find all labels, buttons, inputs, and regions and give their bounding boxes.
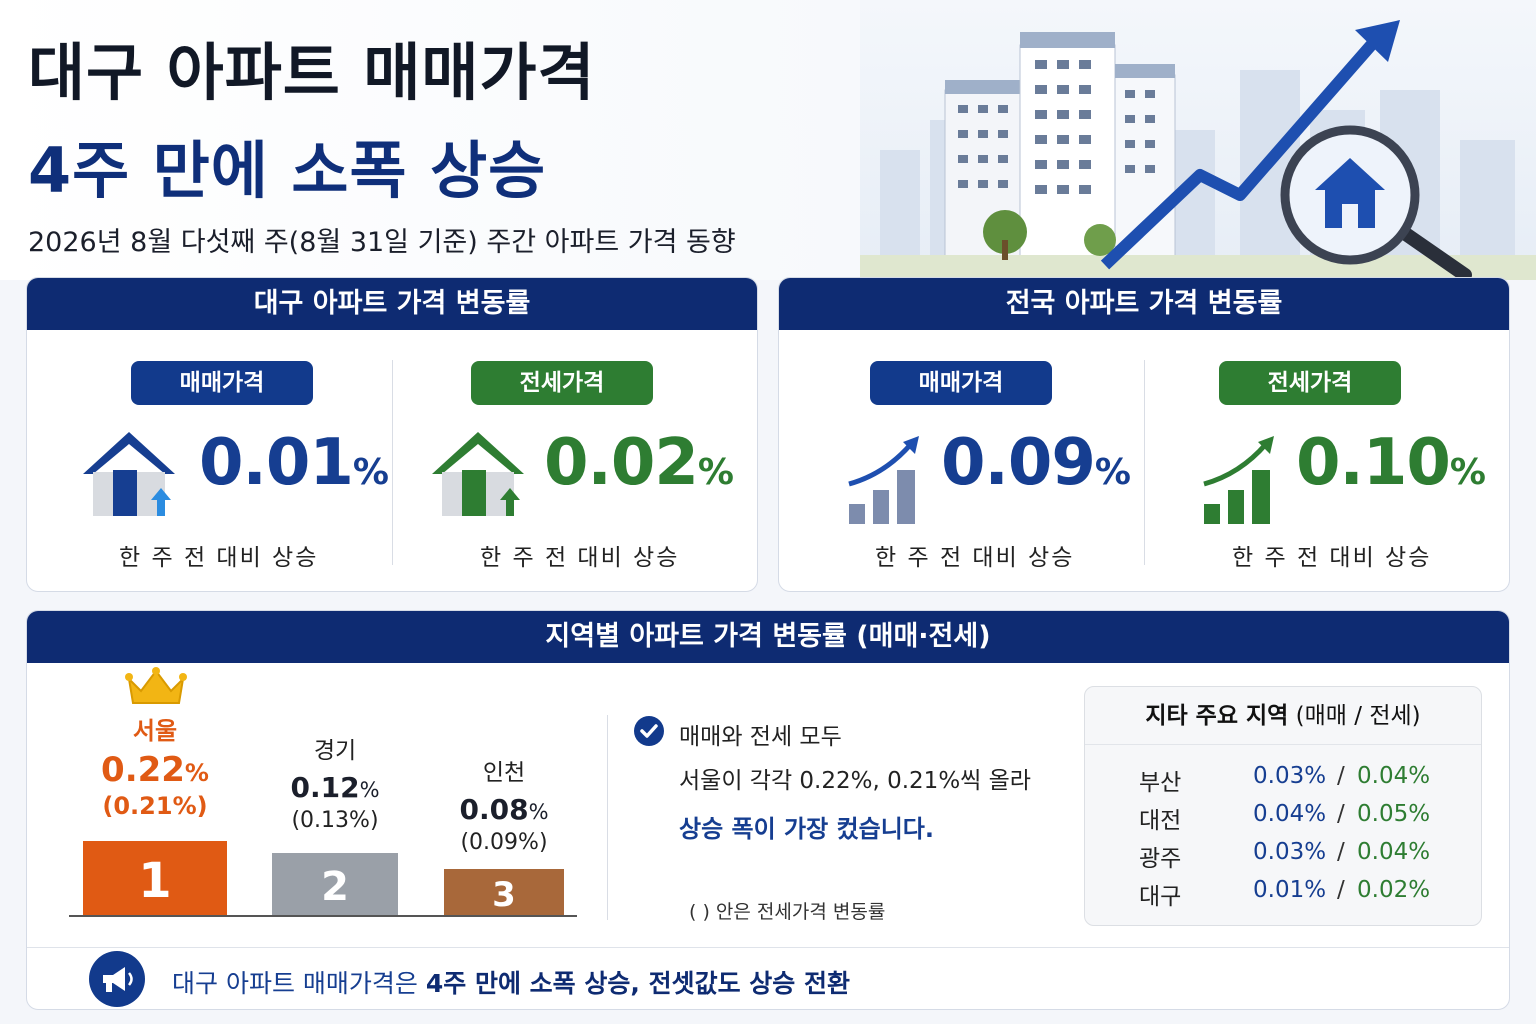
rank-2-label: 경기 0.12% (0.13%) [273,731,397,833]
trend-arrow-icon [1100,31,1385,270]
region-row-daejeon: 대전 0.04% / 0.05% [1139,801,1459,834]
nation-sale-label: 매매가격 [870,361,1052,405]
other-regions-box: 지타 주요 지역 (매매 / 전세) 부산 0.03% / 0.04% 대전 0… [1084,686,1482,926]
nation-sale-caption: 한 주 전 대비 상승 [875,545,1075,571]
region-slash: / [1337,877,1345,903]
footer-text-bold: 4주 만에 소폭 상승, 전셋값도 상승 전환 [425,969,850,998]
nation-sale-card: 매매가격 0.09% 한 주 전 대비 상승 [779,330,1144,591]
nation-jeonse-unit: % [1449,452,1486,493]
region-name: 부산 [1139,770,1182,796]
daegu-price-panel: 대구 아파트 가격 변동률 매매가격 0.01% 한 주 전 대비 상승 전세가… [26,277,758,592]
region-sale: 0.01% [1253,877,1327,903]
page-title-line1: 대구 아파트 매매가격 [28,36,596,109]
region-slash: / [1337,763,1345,789]
daegu-jeonse-label: 전세가격 [471,361,653,405]
note-line2: 서울이 각각 0.22%, 0.21%씩 올라 [679,768,1031,794]
divider [392,360,393,565]
daegu-jeonse-card: 전세가격 0.02% 한 주 전 대비 상승 [392,330,757,591]
nation-price-panel: 전국 아파트 가격 변동률 매매가격 0.09% 한 주 전 대비 상승 전세가… [778,277,1510,592]
page-subtitle: 2026년 8월 다섯째 주(8월 31일 기준) 주간 아파트 가격 동향 [28,227,736,258]
rank-2-jeonse: (0.13%) [291,808,379,833]
rank-3-name: 인천 [482,760,526,786]
region-name: 대전 [1139,808,1182,834]
footer-text-pre: 대구 아파트 매매가격은 [172,969,418,998]
region-sale: 0.03% [1253,763,1327,789]
region-jeonse: 0.05% [1357,801,1431,827]
nation-panel-title: 전국 아파트 가격 변동률 [779,278,1509,330]
crown-icon [125,667,187,704]
nation-jeonse-card: 전세가격 0.10% 한 주 전 대비 상승 [1144,330,1509,591]
region-ranking: 서울 0.22% (0.21%) 1 경기 0.12% (0.13%) 2 인천… [27,663,607,943]
rank-3-jeonse: (0.09%) [460,830,548,855]
region-price-panel: 지역별 아파트 가격 변동률 (매매·전세) 서울 0.22% (0.21%) … [26,610,1510,1010]
nation-jeonse-label: 전세가격 [1219,361,1401,405]
region-slash: / [1337,839,1345,865]
daegu-panel-title: 대구 아파트 가격 변동률 [27,278,757,330]
check-circle-icon [634,716,664,746]
nation-sale-value: 0.09 [941,426,1096,500]
rank-3-sale: 0.08 [459,793,529,826]
megaphone-icon [89,951,145,1007]
divider [607,715,608,920]
rank-3-label: 인천 0.08% (0.09%) [445,753,563,855]
daegu-sale-metric: 0.01% [199,426,389,526]
bar-chart-up-icon [1203,436,1274,524]
region-panel-title: 지역별 아파트 가격 변동률 (매매·전세) [27,611,1509,663]
other-regions-title-suffix: (매매 / 전세) [1295,703,1421,729]
region-name: 광주 [1139,846,1182,872]
nation-jeonse-metric: 0.10% [1296,426,1486,526]
rank-1-podium: 1 [83,841,227,915]
region-sale: 0.03% [1253,839,1327,865]
daegu-sale-card: 매매가격 0.01% 한 주 전 대비 상승 [27,330,392,591]
rank-2-sale: 0.12 [290,771,360,804]
daegu-sale-value: 0.01 [199,426,354,500]
page-title-line2: 4주 만에 소폭 상승 [28,134,547,207]
region-row-gwangju: 광주 0.03% / 0.04% [1139,839,1459,872]
note-footnote: ( ) 안은 전세가격 변동률 [689,901,886,923]
rank-1-sale-unit: % [184,759,209,787]
daegu-jeonse-caption: 한 주 전 대비 상승 [480,545,680,571]
rank-3-podium: 3 [444,869,564,915]
rank-2-podium: 2 [272,853,398,915]
region-jeonse: 0.02% [1357,877,1431,903]
region-row-busan: 부산 0.03% / 0.04% [1139,763,1459,796]
rank-1-jeonse: (0.21%) [102,792,208,820]
region-sale: 0.04% [1253,801,1327,827]
daegu-sale-label: 매매가격 [131,361,313,405]
rank-2-name: 경기 [313,738,357,764]
rank-2-sale-unit: % [359,778,380,802]
bar-chart-up-icon [848,436,919,524]
other-regions-title-main: 지타 주요 지역 [1145,703,1289,729]
region-jeonse: 0.04% [1357,763,1431,789]
podium-baseline [69,915,577,917]
nation-sale-unit: % [1094,452,1131,493]
divider [27,947,1509,948]
rank-1-label: 서울 0.22% (0.21%) [85,711,225,820]
region-row-daegu: 대구 0.01% / 0.02% [1139,877,1459,910]
daegu-sale-unit: % [352,452,389,493]
house-up-icon [83,432,175,516]
footer-summary: 대구 아파트 매매가격은 4주 만에 소폭 상승, 전셋값도 상승 전환 [172,964,850,1000]
divider [1144,360,1145,565]
region-jeonse: 0.04% [1357,839,1431,865]
rank-1-name: 서울 [132,717,178,745]
apartment-growth-illustration [860,0,1536,280]
note-line1: 매매와 전세 모두 [679,724,842,750]
rank-3-sale-unit: % [528,800,549,824]
note-line3: 상승 폭이 가장 컸습니다. [679,815,934,843]
nation-sale-metric: 0.09% [941,426,1131,526]
daegu-jeonse-metric: 0.02% [544,426,734,526]
daegu-jeonse-value: 0.02 [544,426,699,500]
daegu-sale-caption: 한 주 전 대비 상승 [119,545,319,571]
nation-jeonse-value: 0.10 [1296,426,1451,500]
other-regions-title: 지타 주요 지역 (매매 / 전세) [1085,687,1481,745]
magnifier-house-icon [1280,125,1472,280]
house-up-icon [432,432,524,516]
daegu-jeonse-unit: % [697,452,734,493]
rank-1-sale: 0.22 [101,750,185,790]
region-name: 대구 [1139,884,1182,910]
nation-jeonse-caption: 한 주 전 대비 상승 [1232,545,1432,571]
region-slash: / [1337,801,1345,827]
